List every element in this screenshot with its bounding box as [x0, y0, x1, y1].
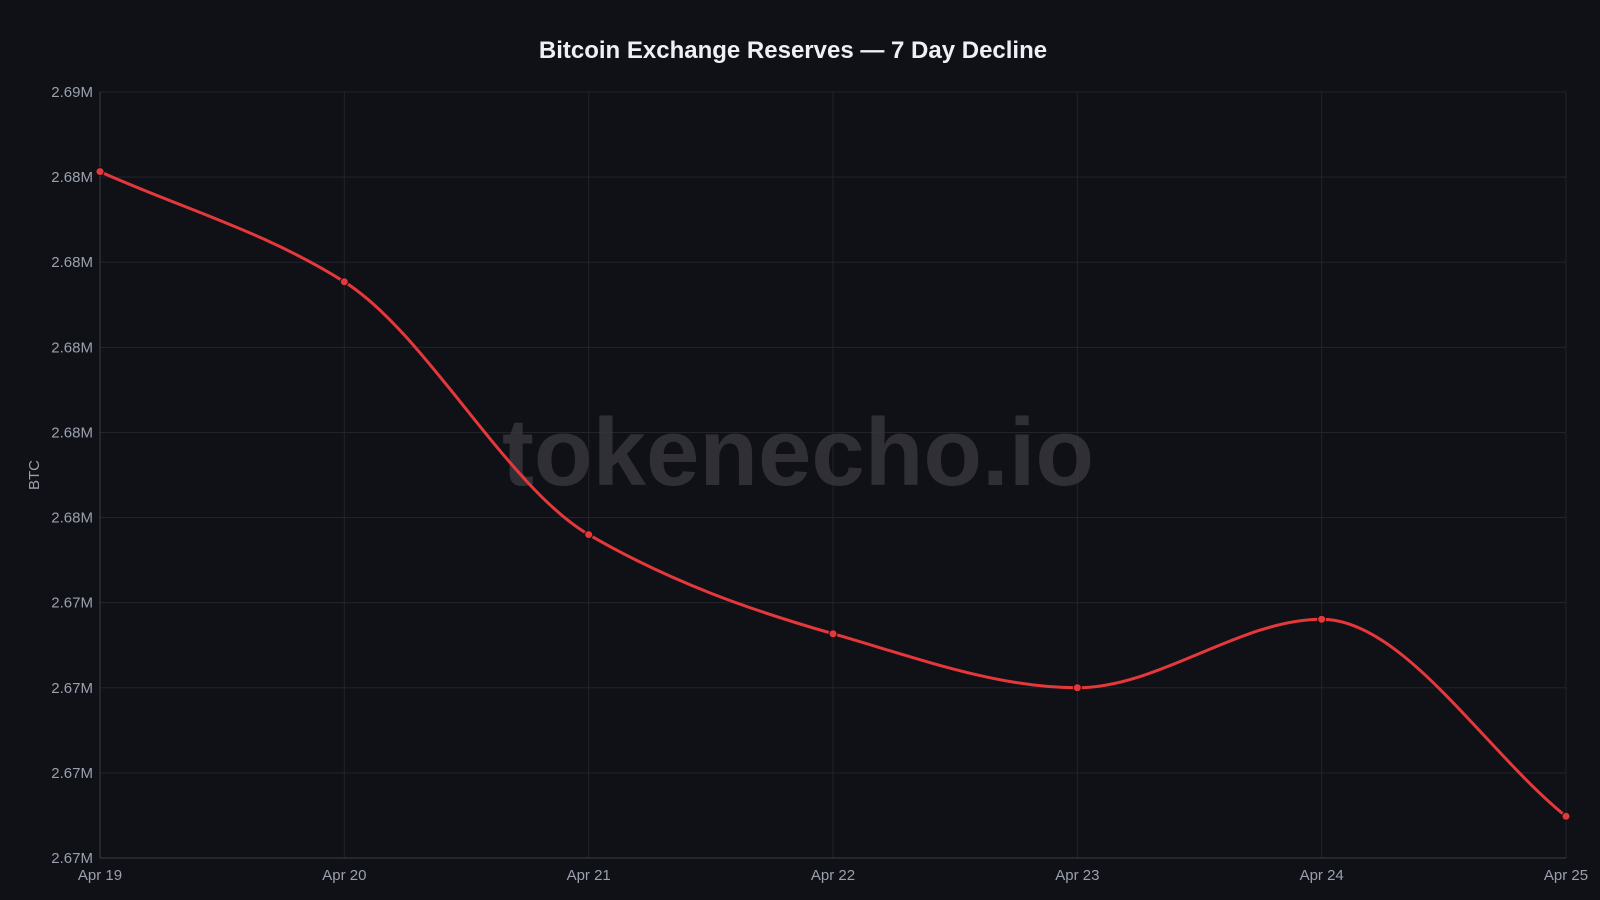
x-tick-label: Apr 23 [1055, 867, 1099, 884]
data-point [828, 629, 838, 639]
y-tick-label: 2.67M [51, 595, 93, 612]
x-tick-label: Apr 20 [322, 867, 366, 884]
y-tick-label: 2.67M [51, 850, 93, 867]
data-point [339, 277, 349, 287]
y-tick-label: 2.67M [51, 765, 93, 782]
y-tick-label: 2.67M [51, 680, 93, 697]
y-tick-label: 2.68M [51, 339, 93, 356]
data-point [584, 530, 594, 540]
data-point [1561, 811, 1571, 821]
watermark: tokenecho.io [502, 399, 1094, 506]
data-point [1317, 614, 1327, 624]
y-tick-label: 2.68M [51, 424, 93, 441]
y-axis-label: BTC [26, 460, 43, 490]
y-tick-label: 2.68M [51, 254, 93, 271]
y-tick-label: 2.68M [51, 510, 93, 527]
x-tick-label: Apr 25 [1544, 867, 1588, 884]
series [95, 167, 1571, 821]
axes: 2.67M 2.67M 2.67M 2.67M 2.68M 2.68M 2.68M 2.68M… [51, 84, 1588, 884]
chart-title: Bitcoin Exchange Reserves — 7 Day Declin… [539, 37, 1047, 64]
data-point [1072, 683, 1082, 693]
x-tick-label: Apr 24 [1300, 867, 1344, 884]
x-tick-label: Apr 21 [567, 867, 611, 884]
x-tick-label: Apr 22 [811, 867, 855, 884]
data-point [95, 167, 105, 177]
y-tick-label: 2.69M [51, 84, 93, 101]
y-tick-label: 2.68M [51, 169, 93, 186]
x-tick-label: Apr 19 [78, 867, 122, 884]
